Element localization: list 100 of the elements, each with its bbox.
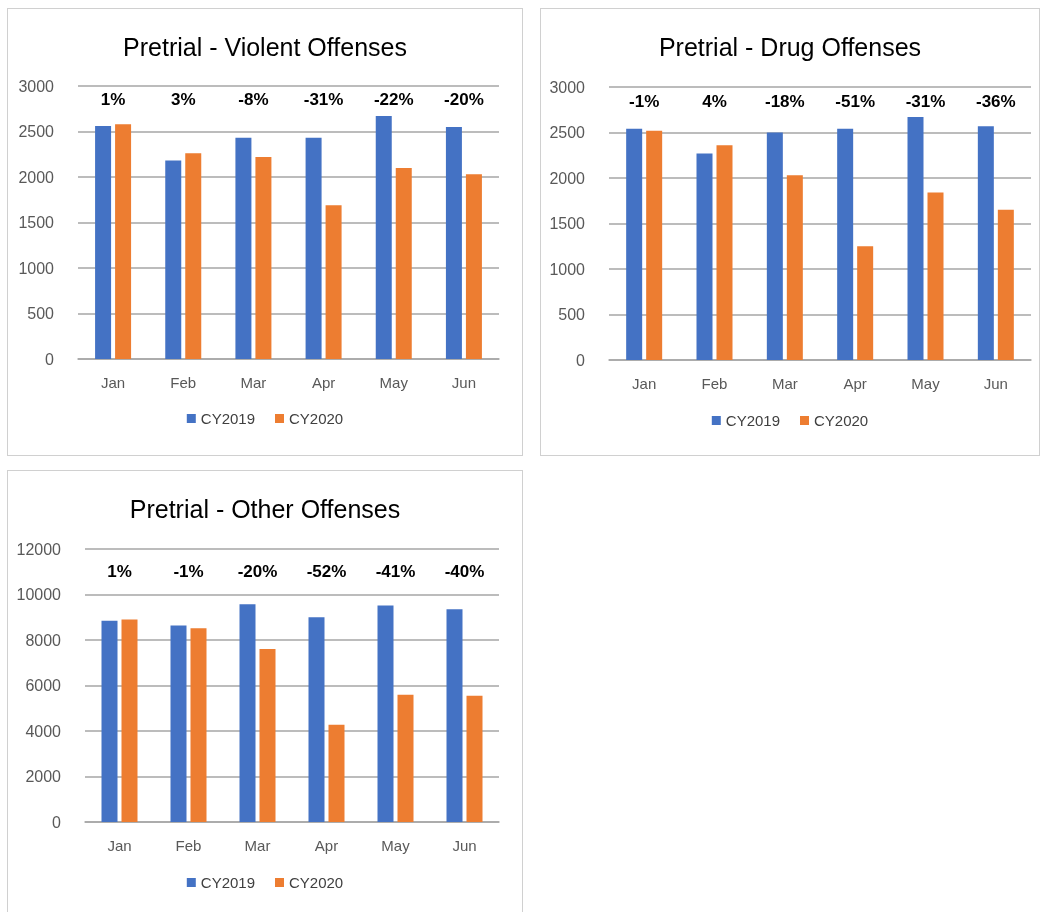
bar [445, 126, 462, 359]
annotation: -1% [629, 91, 660, 111]
annotation: 1% [100, 89, 126, 109]
bar [255, 156, 272, 359]
y-tick-label: 1500 [18, 214, 55, 231]
x-tick-label: Jan [107, 837, 132, 854]
y-tick-label: 500 [558, 306, 586, 323]
annotation: 1% [107, 561, 132, 581]
x-tick-label: Mar [240, 374, 267, 391]
y-tick-label: 500 [27, 305, 55, 322]
bar [235, 137, 252, 359]
bar [977, 126, 994, 360]
y-tick-label: 2500 [18, 123, 55, 140]
x-tick-label: May [381, 837, 411, 854]
x-tick-label: Mar [771, 375, 798, 392]
x-tick-label: Jun [452, 837, 477, 854]
bar [766, 132, 783, 360]
bar [646, 130, 663, 360]
bar [397, 694, 414, 822]
annotation: -20% [444, 89, 484, 109]
x-tick-label: Apr [311, 374, 336, 391]
annotation: -18% [764, 91, 805, 111]
x-tick-label: Mar [244, 837, 271, 854]
y-tick-label: 6000 [25, 677, 62, 694]
bar [377, 605, 394, 822]
x-tick-label: Jun [983, 375, 1008, 392]
x-tick-label: May [379, 374, 409, 391]
bar [185, 153, 202, 359]
annotation: 3% [170, 89, 196, 109]
y-tick-label: 0 [45, 350, 55, 368]
bar [626, 128, 643, 360]
x-tick-label: Feb [170, 374, 197, 391]
bar [786, 175, 803, 360]
bar [857, 246, 874, 360]
x-tick-label: Feb [175, 837, 202, 854]
y-tick-label: 2000 [549, 169, 586, 187]
legend-label: CY2020 [814, 412, 869, 429]
x-tick-label: Apr [314, 837, 339, 854]
annotation: -20% [237, 561, 278, 581]
annotation: -52% [306, 561, 347, 581]
annotation: -41% [375, 561, 416, 581]
bar [190, 628, 207, 822]
x-tick-label: Jan [632, 375, 657, 392]
y-tick-label: 1500 [549, 215, 586, 232]
legend-label: CY2019 [200, 410, 256, 427]
bar [696, 153, 713, 360]
legend-label: CY2019 [725, 412, 781, 429]
bar [308, 617, 325, 822]
x-tick-label: Feb [701, 375, 728, 392]
bar [101, 620, 118, 822]
annotation: -40% [444, 561, 485, 581]
bar [165, 160, 182, 359]
bar [446, 609, 463, 822]
legend-label: CY2020 [289, 874, 344, 891]
annotation: -8% [238, 89, 269, 109]
bar [997, 209, 1014, 360]
bar [907, 117, 924, 360]
bar [837, 128, 854, 360]
annotation: -51% [835, 91, 876, 111]
y-tick-label: 2500 [549, 124, 586, 141]
y-tick-label: 0 [52, 813, 62, 831]
bar [395, 167, 412, 359]
y-tick-label: 4000 [25, 722, 62, 740]
bar [328, 724, 345, 822]
annotation: 4% [702, 91, 727, 111]
y-tick-label: 1000 [18, 259, 55, 277]
annotation: -1% [173, 561, 204, 581]
bar [927, 192, 944, 360]
y-tick-label: 10000 [16, 586, 62, 603]
y-tick-label: 3000 [549, 78, 586, 96]
x-tick-label: May [911, 375, 941, 392]
bar [716, 145, 733, 360]
annotation: -22% [373, 89, 414, 109]
bar [305, 137, 322, 359]
y-tick-label: 1000 [549, 260, 586, 278]
y-tick-label: 12000 [16, 540, 62, 558]
legend-label: CY2020 [289, 410, 344, 427]
chart-title: Pretrial - Violent Offenses [123, 32, 407, 61]
y-tick-label: 0 [576, 351, 586, 369]
y-tick-label: 2000 [18, 168, 55, 186]
bar [239, 604, 256, 822]
bar [170, 625, 187, 822]
bar [115, 124, 132, 359]
x-tick-label: Jan [100, 374, 126, 391]
chart-title: Pretrial - Other Offenses [129, 494, 401, 523]
bar [465, 174, 482, 359]
annotation: -36% [975, 91, 1016, 111]
legend-label: CY2019 [200, 874, 256, 891]
bar [375, 116, 392, 359]
annotation: -31% [905, 91, 946, 111]
y-tick-label: 3000 [18, 77, 55, 95]
x-tick-label: Jun [451, 374, 477, 391]
chart-title: Pretrial - Drug Offenses [658, 32, 922, 61]
annotation: -31% [303, 89, 344, 109]
bar [325, 205, 342, 359]
bar [466, 695, 483, 822]
bar [259, 649, 276, 822]
bar [121, 619, 138, 822]
y-tick-label: 8000 [25, 631, 62, 649]
x-tick-label: Apr [843, 375, 867, 392]
